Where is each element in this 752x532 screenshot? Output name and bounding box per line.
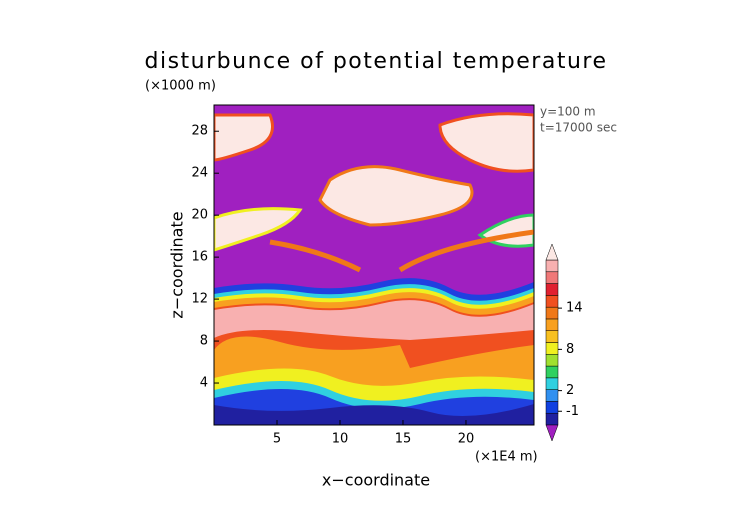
- colorbar-under: [545, 424, 559, 442]
- y-tick-label: 24: [191, 166, 208, 181]
- colorbar-box: [545, 295, 559, 308]
- colorbar-box: [545, 365, 559, 379]
- colorbar-box: [545, 377, 559, 390]
- annotation: t=17000 sec: [540, 121, 617, 135]
- colorbar-box: [545, 283, 559, 296]
- field-blob: [438, 112, 534, 173]
- colorbar-box: [545, 271, 559, 284]
- colorbar-tick-label: 2: [566, 383, 574, 398]
- y-tick-label: 20: [191, 208, 208, 223]
- y-axis-label: z−coordinate: [168, 211, 187, 318]
- field-band: [214, 300, 534, 340]
- annotation: y=100 m: [540, 105, 596, 119]
- colorbar-box: [545, 330, 559, 343]
- colorbar-over: [545, 243, 559, 261]
- x-tick-label: 5: [273, 432, 281, 447]
- field-blob: [318, 165, 474, 227]
- y-tick-label: 4: [200, 376, 208, 391]
- colorbar-tick-label: -1: [566, 404, 579, 419]
- x-tick-label: 10: [332, 432, 349, 447]
- colorbar-box: [545, 342, 559, 355]
- field-blob: [214, 207, 303, 252]
- colorbar-box: [545, 306, 559, 320]
- y-tick-label: 12: [191, 292, 208, 307]
- field-band: [214, 404, 534, 425]
- colorbar-box: [545, 259, 559, 273]
- colorbar-tick-label: 8: [566, 342, 574, 357]
- plot-frame: [213, 104, 535, 426]
- y-tick-label: 16: [191, 250, 208, 265]
- x-tick-label: 20: [458, 432, 475, 447]
- chart-title: disturbunce of potential temperature: [145, 49, 608, 74]
- y-tick-label: 8: [200, 334, 208, 349]
- colorbar-tick-label: 14: [566, 301, 583, 316]
- colorbar-box: [545, 389, 559, 402]
- field-streak: [398, 229, 534, 273]
- y-unit-label: (×1000 m): [145, 79, 216, 94]
- colorbar-box: [545, 401, 559, 414]
- colorbar-box: [545, 354, 559, 367]
- x-axis-label: x−coordinate: [322, 471, 430, 490]
- x-unit-label: (×1E4 m): [475, 450, 538, 465]
- colorbar-box: [545, 318, 559, 331]
- field-blob: [214, 113, 274, 162]
- x-tick-label: 15: [395, 432, 412, 447]
- contour-field: [214, 105, 534, 425]
- y-tick-label: 28: [191, 124, 208, 139]
- field-streak: [269, 239, 362, 273]
- colorbar-box: [545, 412, 559, 426]
